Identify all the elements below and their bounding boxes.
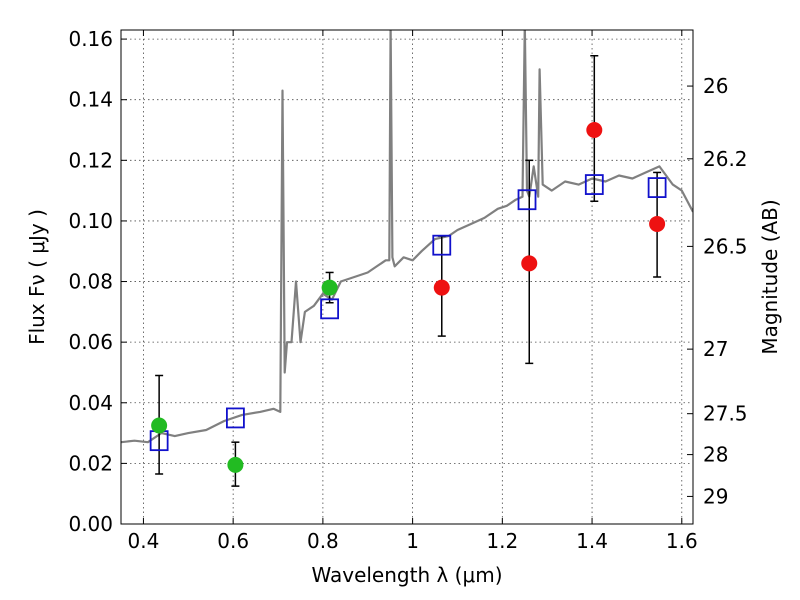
y-tick-label: 0.08 <box>68 270 113 294</box>
x-tick-label: 1.4 <box>576 529 608 553</box>
y-tick-label: 0.10 <box>68 209 113 233</box>
y-tick-label: 0.04 <box>68 391 113 415</box>
x-tick-label: 1.6 <box>666 529 698 553</box>
plot-frame <box>120 29 694 525</box>
model-photometry-box <box>225 407 245 429</box>
x-tick-label: 1.2 <box>486 529 518 553</box>
right-tick-label: 27.5 <box>703 402 748 426</box>
right-tick-label: 26.2 <box>703 147 748 171</box>
red-data-point <box>521 255 538 272</box>
model-photometry-box <box>320 298 340 320</box>
y-tick-label: 0.16 <box>68 27 113 51</box>
red-data-point <box>433 279 450 296</box>
y-tick-label: 0.14 <box>68 88 113 112</box>
model-spectrum-line <box>121 30 693 444</box>
red-data-point <box>586 122 603 139</box>
gridlines <box>121 30 693 525</box>
x-axis-label: Wavelength λ (μm) <box>311 563 502 587</box>
y-axis-label: Flux Fν ( μJy ) <box>25 209 49 345</box>
right-tick-label: 27 <box>703 337 728 361</box>
green-data-point <box>227 456 244 473</box>
y-tick-label: 0.00 <box>68 512 113 536</box>
x-tick-label: 0.6 <box>217 529 249 553</box>
plot-area <box>121 30 693 487</box>
right-tick-label: 29 <box>703 484 728 508</box>
y-tick-label: 0.06 <box>68 330 113 354</box>
right-tick-label: 26 <box>703 74 728 98</box>
right-tick-label: 26.5 <box>703 234 748 258</box>
red-data-point <box>649 215 666 232</box>
right-tick-label: 28 <box>703 443 728 467</box>
model-photometry-box <box>432 234 452 256</box>
model-photometry-box <box>584 174 604 195</box>
x-tick-label: 0.8 <box>307 529 339 553</box>
x-tick-label: 1 <box>406 529 419 553</box>
model-photometry-box <box>647 177 667 198</box>
green-data-point <box>321 279 338 296</box>
x-tick-label: 0.4 <box>128 529 160 553</box>
y-tick-label: 0.12 <box>68 148 113 172</box>
model-photometry-box <box>517 189 537 211</box>
y-tick-label: 0.02 <box>68 451 113 475</box>
axis-ticks: 0.4 0.6 0.8 1 1.2 1.4 1.6 0.00 0.02 0.04 0.06 0.08 0… <box>68 27 747 553</box>
green-data-point <box>151 417 168 434</box>
right-axis-label: Magnitude (AB) <box>758 199 782 354</box>
